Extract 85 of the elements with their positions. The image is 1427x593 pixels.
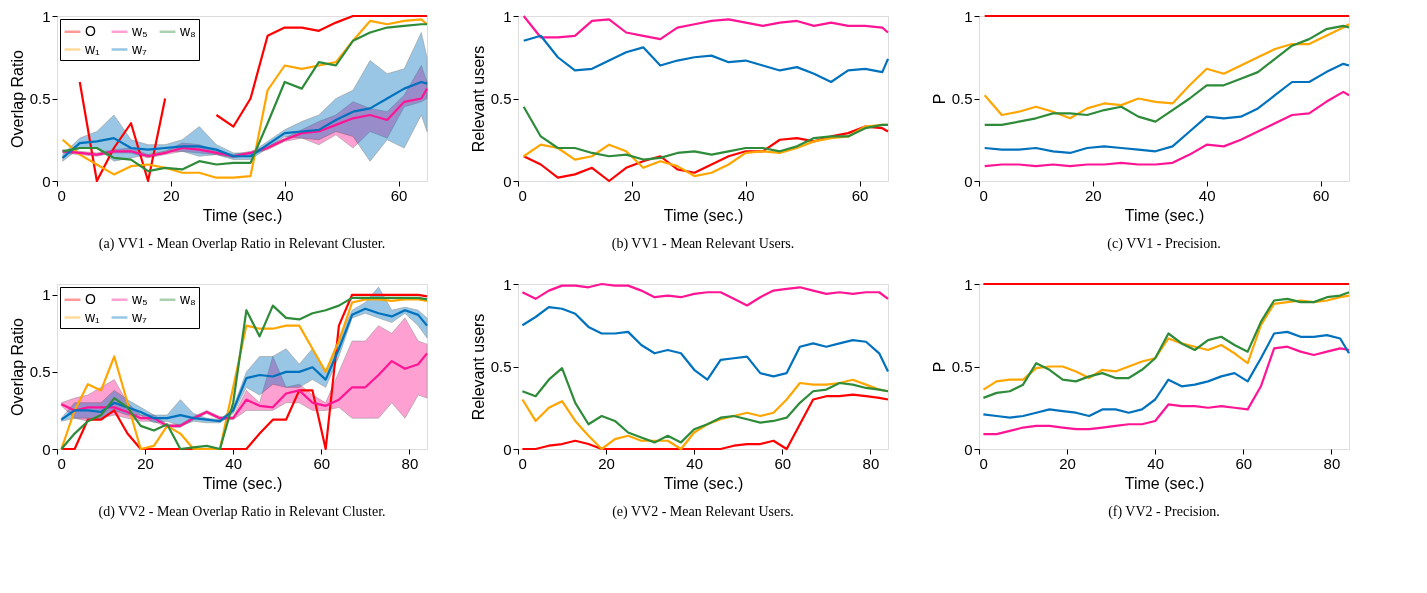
x-tick-label: 40 bbox=[686, 454, 704, 472]
y-tick-label: 0.5 bbox=[951, 358, 973, 375]
y-axis-title: Relevant users bbox=[469, 313, 487, 421]
legend-label: w₁ bbox=[84, 308, 101, 325]
y-tick-label: 0.5 bbox=[490, 358, 512, 375]
line-series bbox=[522, 14, 890, 41]
legend-label: w₈ bbox=[179, 22, 196, 39]
legend-label: w₇ bbox=[131, 308, 148, 325]
x-tick-label: 0 bbox=[518, 186, 527, 204]
y-axis-title: Relevant users bbox=[469, 45, 487, 153]
legend-label: O bbox=[85, 290, 96, 307]
x-tick-label: 40 bbox=[225, 454, 243, 472]
line-series bbox=[521, 367, 890, 444]
x-tick-label: 60 bbox=[313, 454, 331, 472]
y-tick-label: 1 bbox=[503, 275, 512, 293]
y-tick-label: 1 bbox=[503, 7, 512, 25]
legend-label: w₈ bbox=[179, 290, 196, 307]
x-axis-title: Time (sec.) bbox=[663, 474, 744, 492]
x-tick-label: 0 bbox=[57, 186, 66, 204]
text: (f) VV2 - Precision. bbox=[1108, 504, 1220, 520]
line-series bbox=[522, 105, 890, 161]
y-tick-label: 1 bbox=[42, 7, 51, 25]
legend-label: w₁ bbox=[84, 40, 101, 57]
y-tick-label: 0 bbox=[964, 440, 973, 458]
x-tick-label: 80 bbox=[862, 454, 880, 472]
x-tick-label: 60 bbox=[851, 186, 869, 204]
x-tick-label: 60 bbox=[1312, 186, 1330, 204]
x-tick-label: 60 bbox=[1235, 454, 1253, 472]
x-tick-label: 0 bbox=[979, 186, 988, 204]
line-series bbox=[521, 306, 890, 381]
y-tick-label: 0.5 bbox=[490, 90, 512, 107]
x-axis-title: Time (sec.) bbox=[663, 206, 744, 224]
y-tick-label: 0 bbox=[964, 172, 973, 190]
y-tick-label: 1 bbox=[964, 275, 973, 293]
x-tick-label: 60 bbox=[774, 454, 792, 472]
text: (b) VV1 - Mean Relevant Users. bbox=[611, 236, 795, 252]
x-tick-label: 20 bbox=[1059, 454, 1076, 472]
x-tick-label: 80 bbox=[401, 454, 419, 472]
line-series bbox=[983, 90, 1351, 168]
y-axis-title: P bbox=[930, 93, 948, 105]
x-tick-label: 60 bbox=[390, 186, 408, 204]
y-tick-label: 1 bbox=[964, 7, 973, 25]
x-tick-label: 40 bbox=[276, 186, 294, 204]
x-tick-label: 20 bbox=[598, 454, 615, 472]
y-axis-title: Overlap Ratio bbox=[8, 317, 26, 416]
y-tick-label: 0 bbox=[503, 440, 512, 458]
y-tick-label: 0 bbox=[42, 172, 51, 190]
y-tick-label: 0.5 bbox=[29, 363, 51, 381]
x-axis-title: Time (sec.) bbox=[202, 474, 283, 492]
y-axis-title: P bbox=[930, 361, 948, 373]
line-series bbox=[521, 282, 890, 307]
y-tick-label: 0 bbox=[42, 440, 51, 458]
y-tick-label: 0.5 bbox=[29, 90, 51, 107]
line-series bbox=[982, 345, 1351, 436]
y-tick-label: 1 bbox=[42, 286, 51, 304]
x-tick-label: 0 bbox=[979, 454, 988, 472]
x-axis-title: Time (sec.) bbox=[1124, 474, 1205, 492]
line-series bbox=[60, 352, 429, 427]
x-tick-label: 20 bbox=[163, 186, 180, 204]
text: (d) VV2 - Mean Overlap Ratio in Relevant Cluster. bbox=[98, 504, 386, 520]
legend-label: O bbox=[85, 22, 96, 39]
line-series bbox=[983, 62, 1351, 155]
x-axis-title: Time (sec.) bbox=[202, 206, 283, 224]
y-tick-label: 0 bbox=[503, 172, 512, 190]
line-series bbox=[982, 330, 1351, 419]
line-series bbox=[521, 393, 890, 451]
text: (c) VV1 - Precision. bbox=[1107, 236, 1221, 252]
legend-label: w₇ bbox=[131, 40, 148, 57]
x-tick-label: 20 bbox=[624, 186, 641, 204]
x-tick-label: 80 bbox=[1323, 454, 1341, 472]
x-tick-label: 0 bbox=[518, 454, 527, 472]
x-tick-label: 20 bbox=[137, 454, 154, 472]
x-tick-label: 0 bbox=[57, 454, 66, 472]
y-tick-label: 0.5 bbox=[951, 90, 973, 107]
x-tick-label: 20 bbox=[1085, 186, 1102, 204]
x-tick-label: 40 bbox=[737, 186, 755, 204]
text: (e) VV2 - Mean Relevant Users. bbox=[612, 504, 794, 520]
y-axis-title: Overlap Ratio bbox=[8, 49, 26, 148]
line-series bbox=[522, 34, 890, 84]
x-axis-title: Time (sec.) bbox=[1124, 206, 1205, 224]
legend-label: w₅ bbox=[131, 290, 148, 307]
x-tick-label: 40 bbox=[1147, 454, 1165, 472]
x-tick-label: 40 bbox=[1198, 186, 1216, 204]
text: (a) VV1 - Mean Overlap Ratio in Relevant Cluster. bbox=[98, 236, 386, 252]
legend-label: w₅ bbox=[131, 22, 148, 39]
